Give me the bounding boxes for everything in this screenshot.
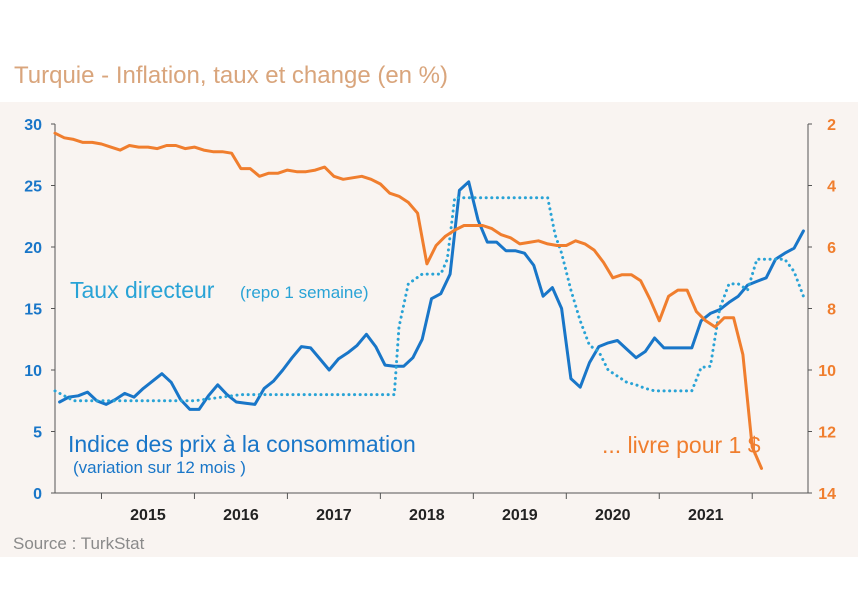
x-tick-label: 2019: [502, 507, 538, 524]
cpi-series-line: [58, 180, 805, 411]
plot-background: [0, 102, 858, 557]
x-tick-label: 2020: [595, 507, 631, 524]
policy-rate-sublabel: (repo 1 semaine): [240, 283, 369, 302]
source-note: Source : TurkStat: [13, 534, 145, 553]
y-left-tick-label: 0: [33, 486, 42, 503]
y-left-tick-label: 25: [24, 179, 42, 196]
y-left-tick-label: 10: [24, 363, 42, 380]
x-tick-label: 2017: [316, 507, 352, 524]
y-left-tick-label: 15: [24, 302, 42, 319]
policy_rate-series-line: [53, 196, 805, 403]
y-right-tick-label: 2: [827, 117, 836, 134]
annotations: Taux directeur (repo 1 semaine) Indice d…: [68, 277, 761, 477]
x-tick-label: 2016: [223, 507, 259, 524]
y-right-tick-label: 8: [827, 302, 836, 319]
y-right-tick-label: 4: [827, 179, 836, 196]
y-left-tick-label: 20: [24, 240, 42, 257]
cpi-sublabel: (variation sur 12 mois ): [73, 458, 246, 477]
policy-rate-label: Taux directeur: [70, 277, 215, 303]
y-left-tick-label: 30: [24, 117, 42, 134]
y-right-tick-label: 6: [827, 240, 836, 257]
x-tick-label: 2015: [130, 507, 166, 524]
axes: 0 5 10 15 20 25 30 2 4 6 8 10 12 14 2015 2016 2017 2018 20…: [24, 117, 836, 524]
chart-title: Turquie - Inflation, taux et change (en …: [14, 62, 449, 89]
x-tick-label: 2021: [688, 507, 724, 524]
y-right-tick-label: 10: [818, 363, 836, 380]
cpi-label: Indice des prix à la consommation: [68, 431, 416, 457]
exchange-series-line: [53, 131, 763, 470]
y-left-tick-label: 5: [33, 425, 42, 442]
x-tick-label: 2018: [409, 507, 445, 524]
y-right-tick-label: 12: [818, 425, 836, 442]
y-right-tick-label: 14: [818, 486, 836, 503]
series-lines: [53, 131, 805, 470]
exchange-label: ... livre pour 1 $: [602, 432, 761, 458]
